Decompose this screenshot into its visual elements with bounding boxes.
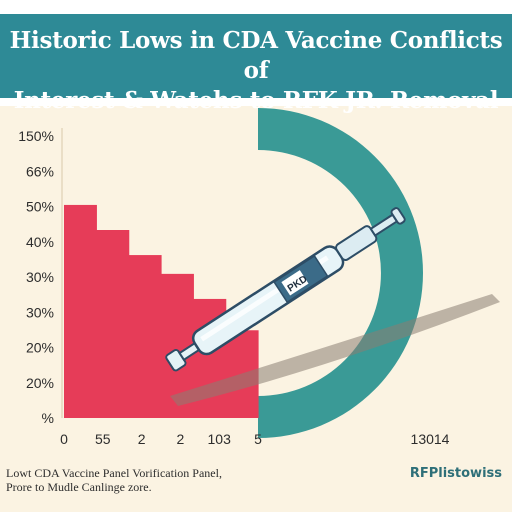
bar: [64, 204, 97, 418]
footnote-line-2: Prore to Mudle Canlinge zore.: [6, 480, 152, 494]
x-tick-label: 55: [95, 431, 111, 447]
syringe-shadow: [170, 294, 500, 406]
bar: [128, 255, 162, 418]
y-tick-label: 40%: [26, 234, 54, 250]
footnote-line-1: Lowt CDA Vaccine Panel Vorification Pane…: [6, 466, 222, 480]
chart-area: 150% 66% 50% 40% 30% 30% 20% 20%% 0 55 2 2 103 5 1301…: [18, 108, 500, 447]
x-tick-label: 0: [60, 431, 68, 447]
y-tick-label: 50%: [26, 199, 54, 215]
y-ticks: 150% 66% 50% 40% 30% 30% 20% 20%%: [18, 128, 54, 426]
title-line-1: Historic Lows in CDA Vaccine Conflicts o…: [9, 27, 503, 84]
syringe-icon: PKD: [165, 207, 406, 372]
bar: [96, 230, 130, 418]
x-tick-label: 2: [177, 431, 185, 447]
ring-segment: [258, 108, 423, 438]
y-tick-label: 30%: [26, 304, 54, 320]
y-tick-label: 20%: [26, 375, 54, 391]
footnote: Lowt CDA Vaccine Panel Vorification Pane…: [6, 466, 222, 494]
y-tick-label: 150%: [18, 128, 54, 144]
x-tick-label: 2: [138, 431, 146, 447]
x-tick-label: 13014: [411, 431, 450, 447]
y-tick-label: %: [42, 410, 54, 426]
header: Historic Lows in CDA Vaccine Conflicts o…: [0, 0, 512, 114]
title-line-2: Interest & Watehs to RFK JR. Removal: [13, 87, 499, 114]
chart-title: Historic Lows in CDA Vaccine Conflicts o…: [6, 26, 506, 116]
y-tick-label: 20%: [26, 340, 54, 356]
x-ticks: 0 55 2 2 103 5 13014: [60, 431, 450, 447]
y-tick-label: 66%: [26, 163, 54, 179]
x-tick-label: 5: [254, 431, 262, 447]
source-label: RFPlistowiss: [409, 466, 502, 481]
title-band: [0, 14, 512, 98]
y-tick-label: 30%: [26, 269, 54, 285]
x-tick-label: 103: [208, 431, 232, 447]
